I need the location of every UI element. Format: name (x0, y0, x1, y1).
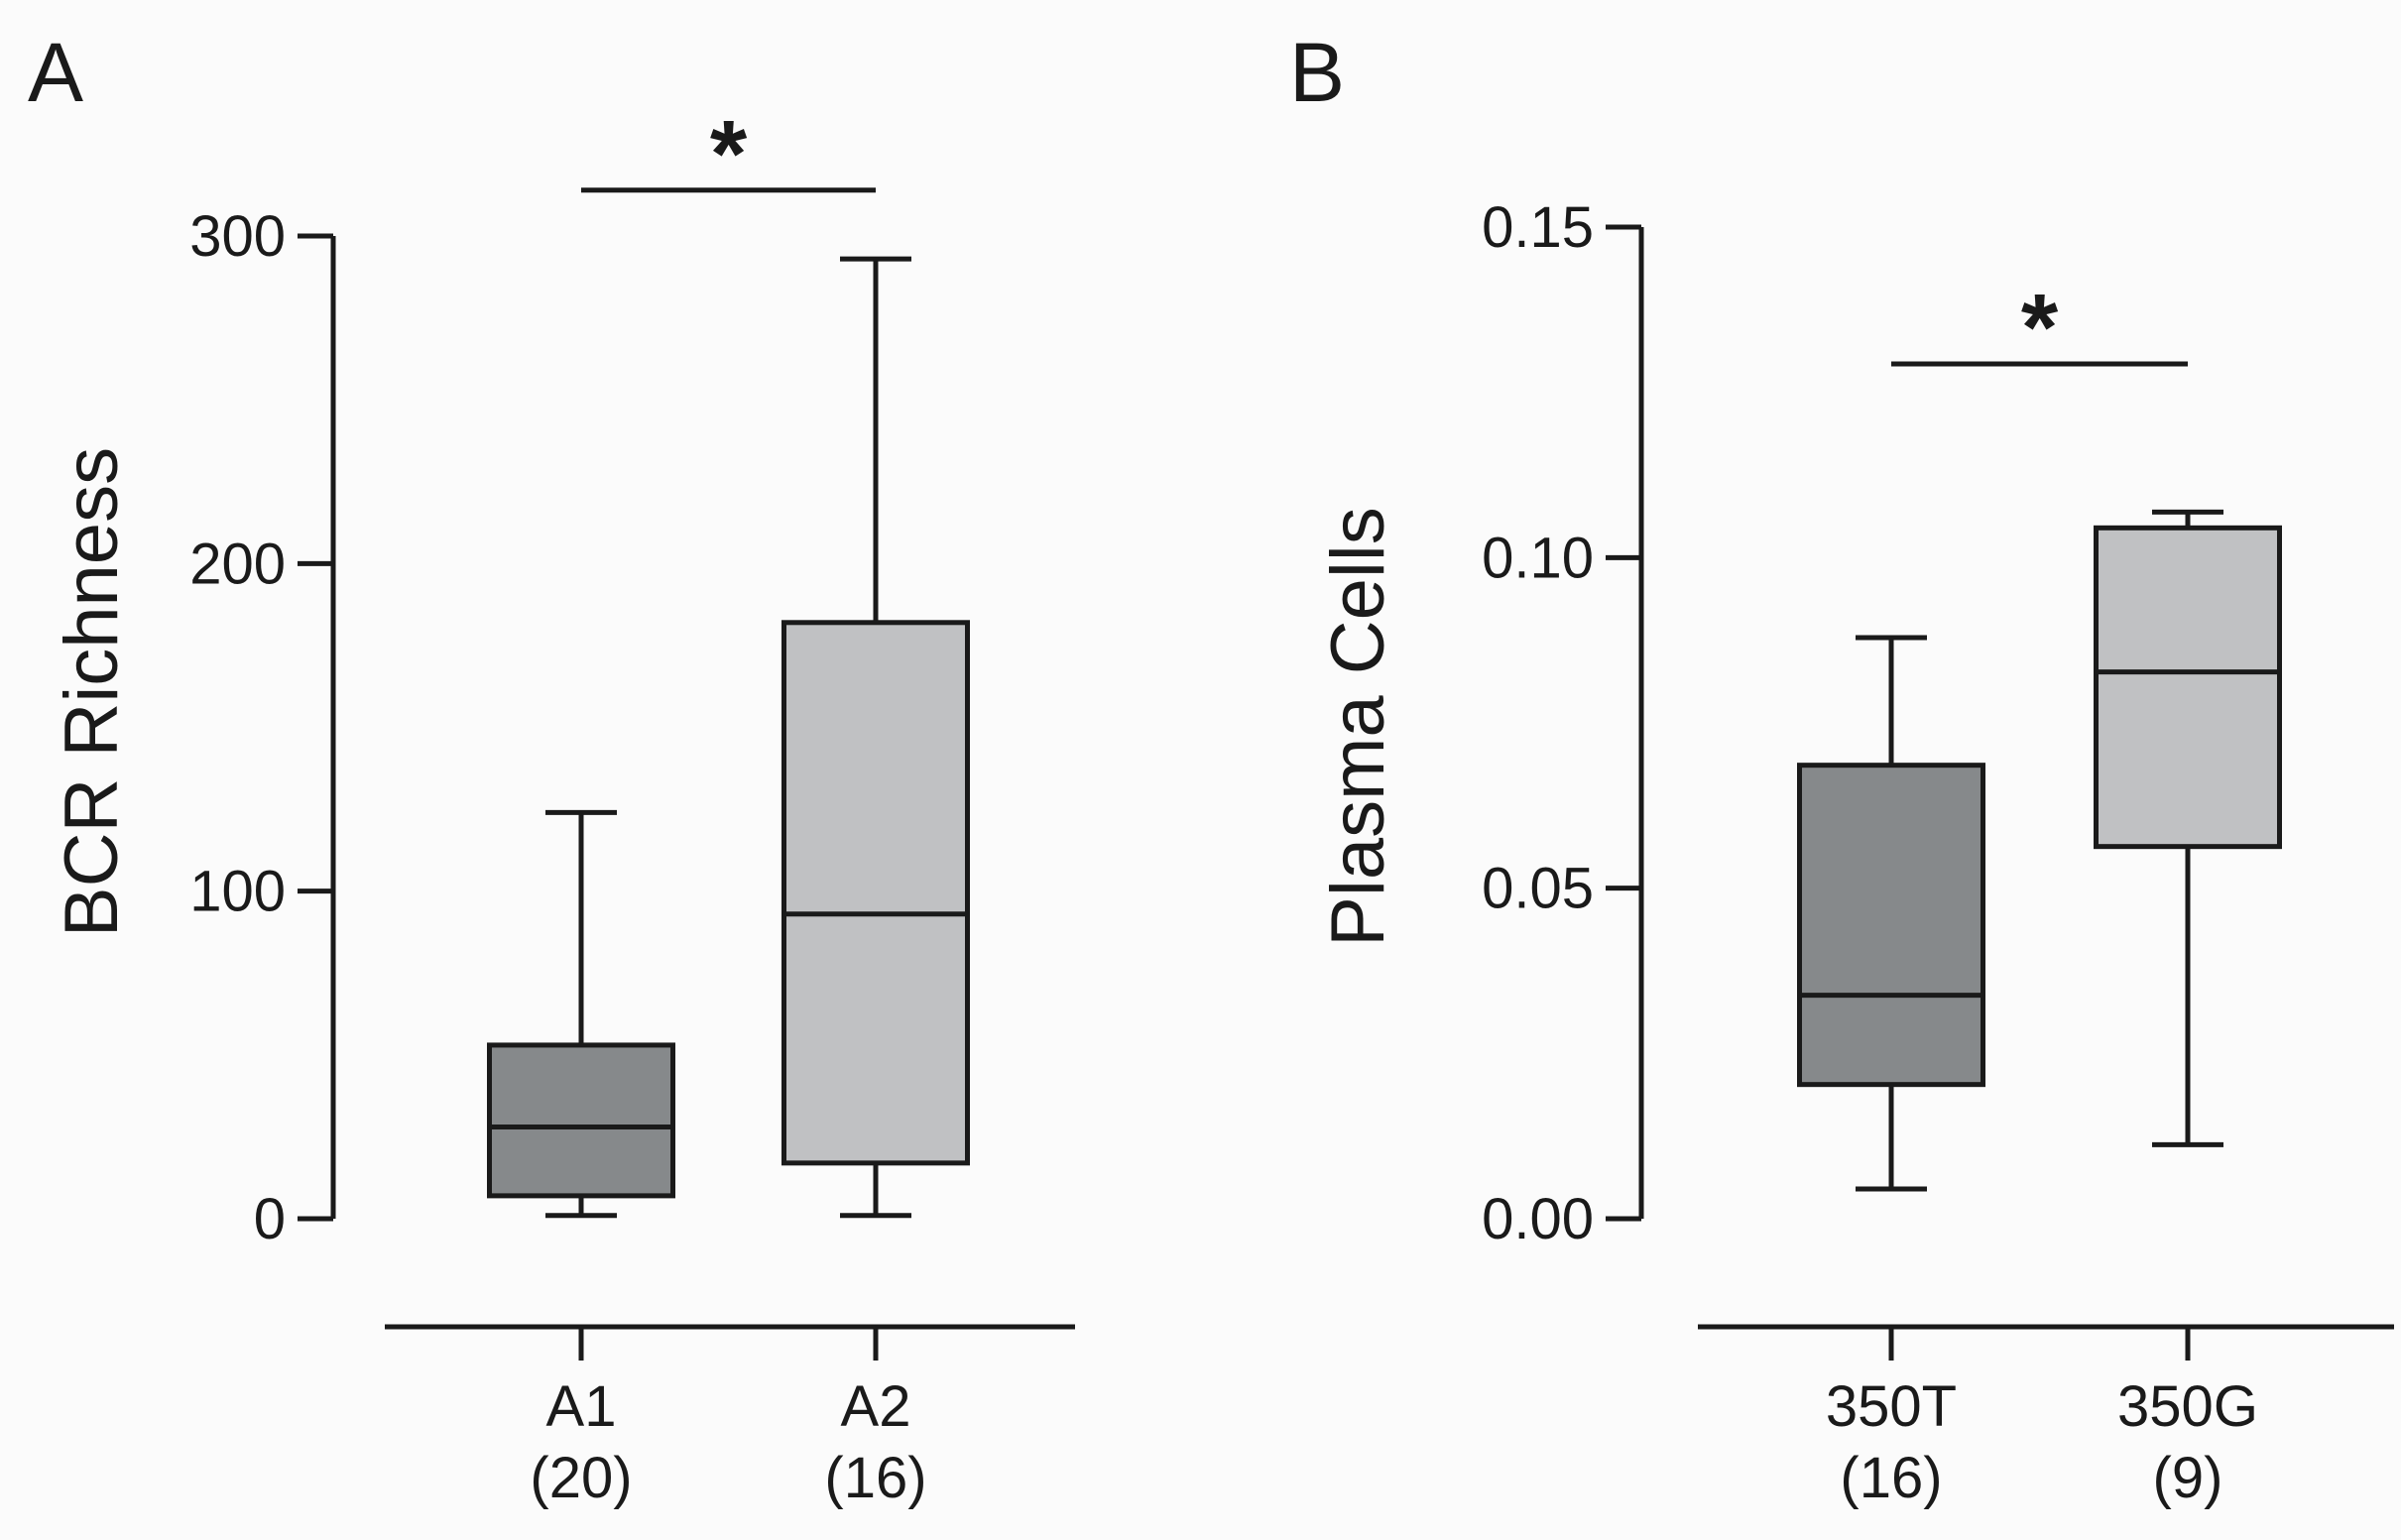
panel-a-box-a2 (781, 620, 970, 1166)
panel-a-y-tick-label: 0 (254, 1187, 286, 1251)
panel-b-letter: B (1289, 26, 1345, 119)
panel-a-significance: * (581, 101, 876, 207)
panel-b-y-tick-label: 0.00 (1482, 1187, 1594, 1251)
panel-a-y-tick-label: 200 (189, 532, 286, 596)
panel-b: B Plasma Cells 0.00 0.05 0.10 0.15 350T (16)… (1289, 26, 2394, 1510)
panel-b-category-n: (9) (2153, 1446, 2223, 1510)
panel-b-y-tick-label: 0.15 (1482, 195, 1594, 260)
panel-a-category-label: A1 (546, 1374, 617, 1439)
panel-b-category-labels: 350T (16) 350G (9) (1826, 1327, 2258, 1510)
panel-b-ticks: 0.00 0.05 0.10 0.15 (1482, 195, 1641, 1251)
panel-b-y-axis-label: Plasma Cells (1316, 507, 1400, 946)
panel-b-y-tick-label: 0.10 (1482, 526, 1594, 590)
panel-b-y-tick-label: 0.05 (1482, 857, 1594, 921)
panel-b-box-350t (1797, 763, 1985, 1088)
panel-b-category-label: 350T (1826, 1374, 1957, 1439)
panel-b-boxes (1797, 509, 2282, 1192)
panel-a: A BCR Richness 0 100 200 300 A1 (20) A2 (16) * (28, 26, 1075, 1510)
panel-a-y-tick-label: 300 (189, 204, 286, 269)
panel-b-category-n: (16) (1840, 1446, 1942, 1510)
panel-b-significance: * (1891, 275, 2188, 381)
panel-b-category-label: 350G (2117, 1374, 2258, 1439)
panel-a-boxes (487, 256, 970, 1219)
panel-a-category-n: (16) (824, 1446, 926, 1510)
panel-a-letter: A (28, 26, 83, 119)
panel-a-y-axis-label: BCR Richness (50, 447, 134, 937)
panel-a-category-labels: A1 (20) A2 (16) (530, 1327, 927, 1510)
panel-a-category-label: A2 (841, 1374, 911, 1439)
panel-a-y-tick-label: 100 (189, 860, 286, 924)
panel-a-category-n: (20) (530, 1446, 632, 1510)
panel-a-box-a1 (487, 1042, 675, 1199)
panel-b-significance-star: * (2021, 275, 2059, 381)
panel-a-ticks: 0 100 200 300 (189, 204, 333, 1251)
panel-b-box-350g (2094, 525, 2282, 850)
panel-a-significance-star: * (710, 101, 748, 207)
